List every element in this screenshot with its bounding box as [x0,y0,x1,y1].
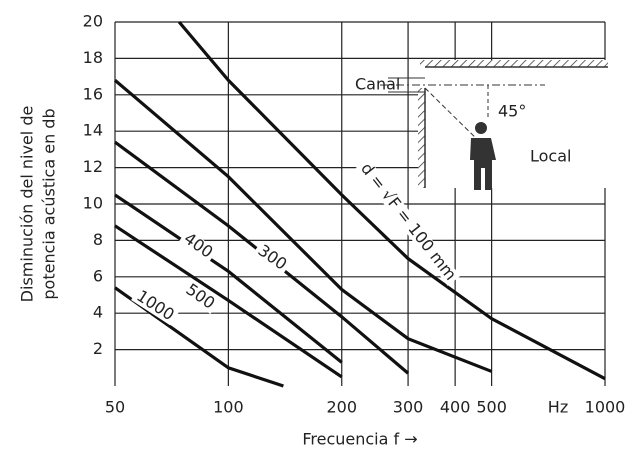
x-tick-label: 300 [393,398,424,417]
y-tick-label: 8 [93,230,103,249]
wall [418,88,425,188]
label-bg [178,228,218,264]
annotation: 45° [498,102,526,121]
label-bg [252,240,292,276]
y-tick-label: 2 [93,339,103,358]
label-bg [180,279,220,315]
curve [113,79,493,373]
x-tick-label: 100 [213,398,244,417]
y-tick-label: 18 [83,48,103,67]
label-bg [131,286,179,326]
curve [114,224,343,379]
label-bg [355,158,461,286]
annotation: Local [530,147,571,166]
curve [114,140,410,375]
x-axis-label: Frecuencia f → [302,430,417,449]
x-unit: Hz [548,398,568,417]
x-tick-label: 500 [476,398,507,417]
y-axis-label: Disminución del nivel de [18,106,37,303]
curve [114,193,343,364]
y-tick-label: 12 [83,157,103,176]
inset-diagram: Canal 45° Local [355,60,608,190]
inset-bg [418,60,608,188]
y-tick-label: 14 [83,121,103,140]
x-tick-label: 200 [326,398,357,417]
y-tick-label: 6 [93,266,103,285]
y-tick-label: 20 [83,12,103,31]
person-icon [470,122,496,190]
y-axis-label: potencia acústica en db [40,108,59,299]
x-tick-label: 400 [440,398,471,417]
annotation: Canal [355,75,400,94]
x-tick-label: 50 [105,398,125,417]
wall [420,60,608,67]
y-tick-label: 4 [93,303,103,322]
y-tick-label: 16 [83,84,103,103]
y-tick-label: 10 [83,194,103,213]
series-label: 1000 [133,286,177,324]
curve [177,20,606,381]
curve [114,286,284,388]
x-tick-label: 1000 [585,398,626,417]
